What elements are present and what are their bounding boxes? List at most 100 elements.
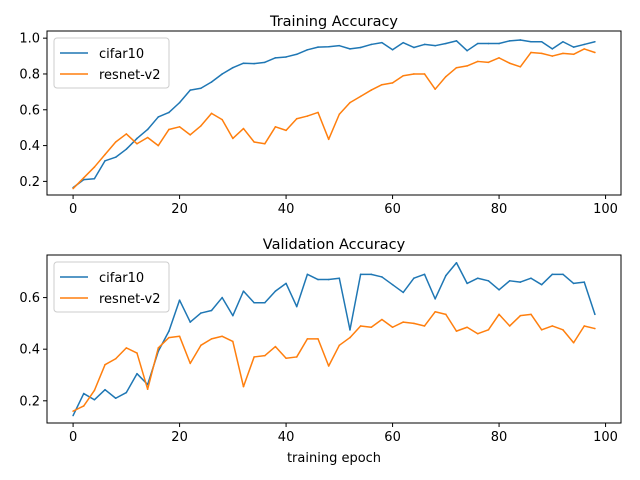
- data-point-resnet-v2: [391, 326, 394, 329]
- data-point-resnet-v2: [423, 73, 426, 75]
- data-point-cifar10: [200, 312, 202, 314]
- data-point-cifar10: [434, 44, 436, 47]
- data-point-resnet-v2: [498, 313, 500, 316]
- axes-frame: [46, 30, 622, 196]
- data-point-resnet-v2: [221, 118, 223, 121]
- data-point-cifar10: [583, 43, 586, 46]
- data-point-cifar10: [317, 46, 319, 48]
- data-point-cifar10: [381, 276, 383, 278]
- data-point-cifar10: [540, 40, 543, 43]
- data-point-cifar10: [359, 46, 362, 49]
- legend: cifar10 resnet-v2: [53, 37, 170, 89]
- data-point-cifar10: [476, 42, 479, 45]
- data-point-cifar10: [306, 49, 309, 51]
- series-line-resnet-v2: [72, 48, 596, 190]
- data-point-resnet-v2: [349, 101, 351, 104]
- data-point-cifar10: [562, 273, 564, 276]
- data-point-resnet-v2: [466, 326, 468, 329]
- data-point-cifar10: [285, 56, 287, 58]
- data-point-resnet-v2: [476, 332, 479, 335]
- data-point-cifar10: [210, 81, 213, 83]
- data-point-resnet-v2: [402, 321, 405, 323]
- data-point-resnet-v2: [327, 138, 330, 141]
- data-point-cifar10: [263, 301, 266, 304]
- data-point-cifar10: [136, 372, 138, 375]
- data-point-cifar10: [82, 392, 85, 395]
- data-point-cifar10: [232, 66, 234, 69]
- data-point-cifar10: [434, 298, 436, 300]
- data-point-cifar10: [445, 42, 447, 45]
- data-point-cifar10: [114, 397, 117, 400]
- data-point-resnet-v2: [253, 141, 255, 143]
- data-point-cifar10: [295, 53, 298, 56]
- data-point-resnet-v2: [146, 136, 149, 139]
- data-point-cifar10: [210, 309, 213, 312]
- data-point-cifar10: [349, 329, 351, 331]
- data-point-resnet-v2: [434, 88, 436, 90]
- data-point-resnet-v2: [72, 410, 74, 412]
- data-point-cifar10: [136, 137, 138, 140]
- data-point-cifar10: [327, 278, 330, 281]
- data-point-resnet-v2: [178, 335, 181, 338]
- data-point-cifar10: [221, 296, 223, 299]
- data-point-resnet-v2: [402, 74, 405, 77]
- data-point-resnet-v2: [413, 322, 415, 325]
- data-point-resnet-v2: [455, 330, 458, 332]
- data-point-cifar10: [381, 41, 383, 44]
- data-point-resnet-v2: [359, 325, 362, 327]
- data-point-cifar10: [242, 62, 245, 65]
- y-tick-label: 0.2: [19, 175, 40, 190]
- data-point-resnet-v2: [498, 57, 500, 59]
- data-point-resnet-v2: [359, 95, 362, 98]
- data-point-cifar10: [391, 49, 394, 51]
- data-point-cifar10: [253, 62, 255, 65]
- data-point-cifar10: [498, 289, 500, 291]
- data-point-resnet-v2: [594, 327, 596, 330]
- data-point-resnet-v2: [530, 51, 532, 54]
- data-point-resnet-v2: [232, 137, 234, 140]
- data-point-resnet-v2: [594, 51, 596, 54]
- data-point-resnet-v2: [349, 336, 351, 339]
- data-point-cifar10: [551, 273, 554, 276]
- data-point-cifar10: [508, 280, 511, 282]
- data-point-resnet-v2: [317, 338, 319, 340]
- data-point-resnet-v2: [551, 55, 554, 57]
- axes-frame: [46, 254, 622, 424]
- data-point-resnet-v2: [434, 310, 436, 313]
- legend-box: [53, 261, 170, 313]
- data-point-resnet-v2: [519, 314, 522, 317]
- data-point-cifar10: [391, 283, 394, 286]
- data-point-cifar10: [168, 330, 170, 332]
- legend-label-resnet-v2: resnet-v2: [99, 292, 160, 307]
- data-point-cifar10: [285, 282, 287, 285]
- data-point-cifar10: [519, 281, 522, 283]
- legend: cifar10 resnet-v2: [53, 261, 170, 313]
- y-tick-label: 0.6: [19, 291, 40, 306]
- data-point-cifar10: [594, 313, 596, 316]
- data-point-cifar10: [551, 48, 554, 50]
- data-point-resnet-v2: [242, 385, 245, 388]
- legend-label-cifar10: cifar10: [99, 47, 144, 62]
- data-point-cifar10: [594, 40, 596, 43]
- x-tick-label: 40: [278, 430, 295, 445]
- data-point-resnet-v2: [487, 329, 490, 331]
- data-point-resnet-v2: [104, 153, 106, 156]
- data-point-resnet-v2: [562, 329, 564, 331]
- data-point-resnet-v2: [370, 89, 373, 91]
- data-point-resnet-v2: [306, 115, 309, 117]
- data-point-resnet-v2: [82, 177, 85, 179]
- data-point-resnet-v2: [168, 128, 170, 131]
- data-point-cifar10: [349, 48, 351, 50]
- validation-accuracy-chart: Validation Accuracy 0 20 40 60 80 100 0.2 0.4 0.…: [19, 237, 622, 466]
- data-point-resnet-v2: [466, 65, 468, 67]
- y-tick-label: 0.4: [19, 343, 40, 358]
- data-point-cifar10: [125, 148, 128, 150]
- data-point-resnet-v2: [572, 53, 575, 56]
- data-point-resnet-v2: [210, 112, 213, 115]
- data-point-resnet-v2: [562, 52, 564, 55]
- chart-title: Training Accuracy: [269, 14, 398, 30]
- data-point-resnet-v2: [327, 365, 330, 367]
- x-tick-label: 100: [593, 430, 618, 445]
- data-point-resnet-v2: [253, 356, 255, 358]
